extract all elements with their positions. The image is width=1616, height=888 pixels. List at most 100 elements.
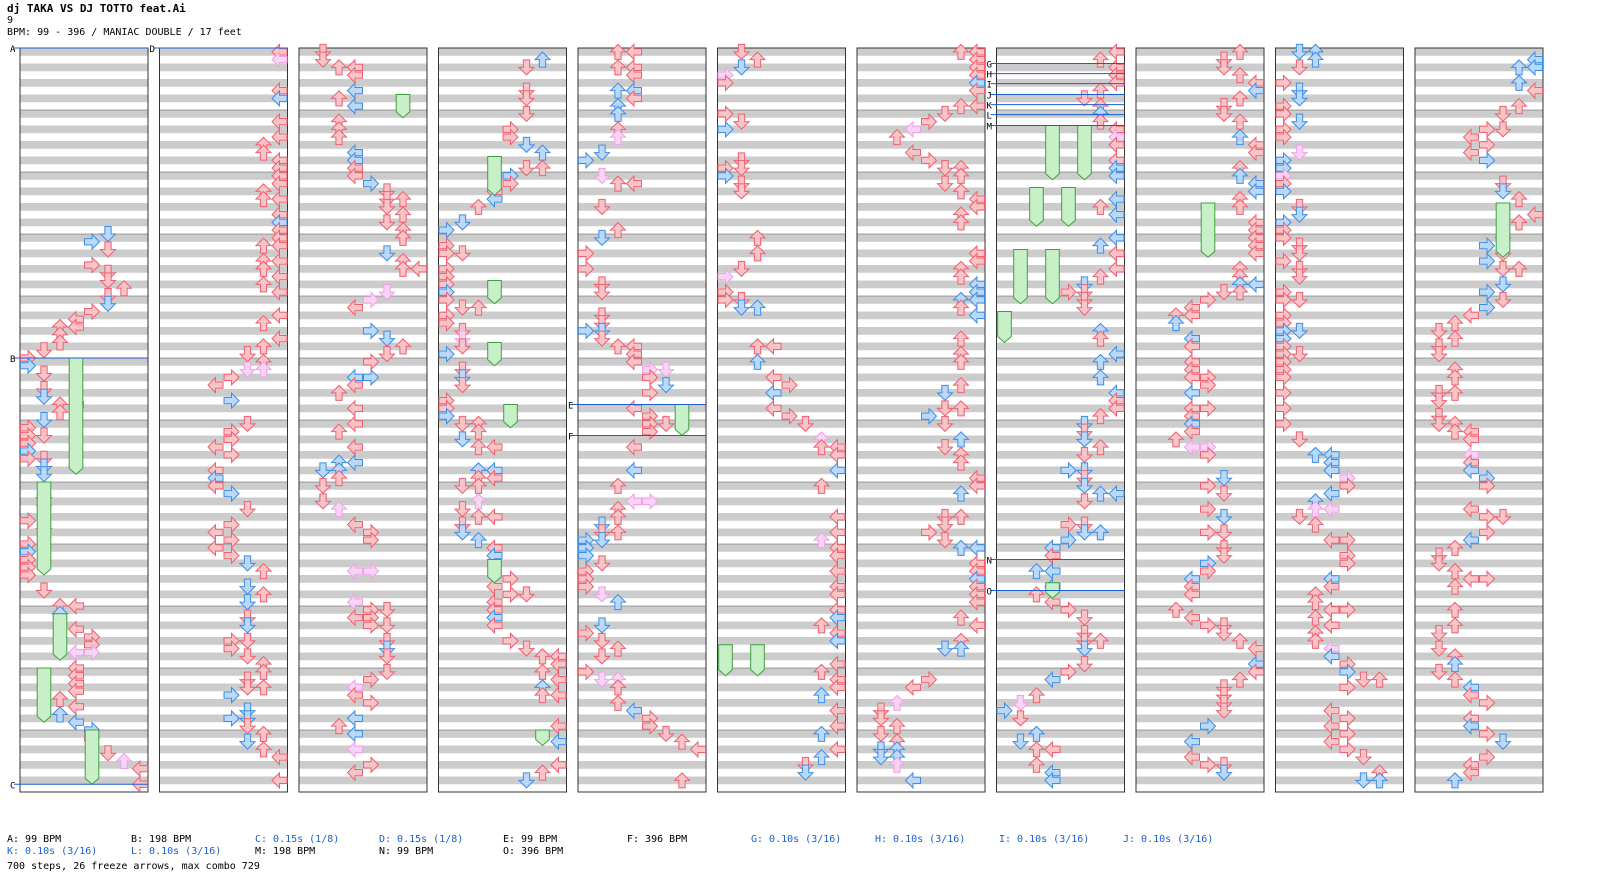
step-arrow bbox=[271, 89, 288, 108]
freeze-arrow bbox=[487, 342, 502, 367]
step-arrow bbox=[67, 597, 84, 615]
legend-entry: M: 198 BPM bbox=[255, 846, 316, 857]
step-arrow bbox=[115, 280, 133, 297]
step-arrow bbox=[1231, 43, 1249, 60]
freeze-arrow bbox=[503, 404, 518, 429]
step-arrow bbox=[223, 686, 240, 704]
step-arrow bbox=[904, 120, 921, 139]
step-arrow bbox=[223, 368, 240, 387]
step-arrow bbox=[1183, 384, 1200, 402]
step-arrow bbox=[1091, 407, 1110, 425]
tempo-marker: M bbox=[987, 123, 1125, 133]
step-arrow bbox=[625, 66, 642, 84]
step-arrow bbox=[1091, 485, 1110, 502]
step-arrow bbox=[812, 531, 831, 549]
step-arrow bbox=[952, 353, 970, 370]
step-arrow bbox=[346, 686, 363, 704]
step-arrow bbox=[238, 501, 257, 518]
step-arrow bbox=[1323, 461, 1340, 480]
step-arrow bbox=[952, 400, 970, 417]
step-arrow bbox=[812, 477, 831, 494]
step-arrow bbox=[732, 59, 751, 76]
step-arrow bbox=[84, 643, 101, 662]
step-arrow bbox=[378, 198, 396, 216]
step-arrow bbox=[271, 306, 288, 325]
step-arrow bbox=[1231, 90, 1249, 107]
step-arrow bbox=[936, 160, 954, 177]
step-arrow bbox=[453, 477, 472, 495]
step-arrow bbox=[1446, 671, 1464, 688]
step-arrow bbox=[346, 453, 363, 472]
step-arrow bbox=[502, 128, 519, 146]
marker-label: M bbox=[987, 123, 993, 133]
chart-column bbox=[159, 47, 288, 793]
step-arrow bbox=[952, 485, 970, 502]
step-arrow bbox=[578, 546, 595, 565]
step-arrow bbox=[765, 384, 782, 402]
step-arrow bbox=[67, 698, 84, 716]
tempo-marker: I bbox=[987, 81, 1125, 91]
step-arrow bbox=[533, 159, 552, 177]
step-arrow bbox=[1430, 555, 1448, 572]
step-arrow bbox=[1526, 58, 1543, 77]
step-arrow bbox=[346, 562, 363, 580]
freeze-arrow bbox=[1029, 187, 1044, 227]
step-arrow bbox=[517, 105, 536, 123]
step-arrow bbox=[1183, 438, 1200, 456]
step-arrow bbox=[625, 353, 642, 371]
step-arrow bbox=[1510, 97, 1528, 115]
step-arrow bbox=[578, 151, 595, 170]
step-arrow bbox=[936, 439, 954, 456]
step-arrow bbox=[51, 404, 69, 421]
step-arrow bbox=[609, 221, 627, 239]
step-arrow bbox=[517, 160, 536, 177]
step-arrow bbox=[330, 423, 348, 440]
step-arrow bbox=[378, 284, 396, 301]
step-arrow bbox=[1215, 524, 1233, 541]
step-arrow bbox=[952, 376, 970, 394]
step-arrow bbox=[254, 276, 273, 293]
legend-entry: K: 0.10s (3/16) bbox=[7, 846, 98, 857]
step-arrow bbox=[1494, 183, 1512, 200]
step-arrow bbox=[1075, 493, 1094, 510]
step-arrow bbox=[593, 532, 611, 549]
step-arrow bbox=[502, 174, 519, 193]
step-arrow bbox=[254, 679, 273, 696]
step-arrow bbox=[67, 713, 84, 731]
step-arrow bbox=[812, 686, 831, 704]
step-arrow bbox=[115, 752, 133, 769]
step-arrow bbox=[717, 167, 734, 185]
step-arrow bbox=[346, 740, 363, 759]
step-arrow bbox=[271, 190, 288, 208]
freeze-arrow bbox=[487, 280, 502, 305]
step-arrow bbox=[1247, 244, 1264, 263]
step-arrow bbox=[1446, 772, 1464, 789]
legend-entry: E: 99 BPM bbox=[503, 834, 558, 845]
step-arrow bbox=[921, 112, 938, 131]
step-arrow bbox=[829, 655, 846, 673]
step-arrow bbox=[1290, 245, 1309, 262]
step-arrow bbox=[1339, 531, 1356, 549]
step-arrow bbox=[378, 601, 396, 619]
step-arrow bbox=[1091, 51, 1110, 68]
step-arrow bbox=[238, 415, 257, 433]
step-arrow bbox=[1091, 237, 1110, 254]
step-arrow bbox=[238, 361, 257, 378]
step-arrow bbox=[952, 454, 970, 471]
step-arrow bbox=[904, 771, 921, 790]
step-arrow bbox=[207, 539, 224, 557]
marker-label: C bbox=[10, 781, 15, 791]
step-arrow bbox=[271, 174, 288, 193]
step-arrow bbox=[1200, 756, 1217, 774]
step-arrow bbox=[1462, 430, 1479, 449]
legend-entry: L: 0.10s (3/16) bbox=[131, 846, 222, 857]
step-arrow bbox=[271, 50, 288, 69]
marker-label: B bbox=[10, 355, 15, 365]
step-arrow bbox=[1108, 399, 1125, 418]
step-arrow bbox=[84, 233, 101, 251]
step-arrow bbox=[968, 477, 985, 495]
step-arrow bbox=[1430, 322, 1448, 340]
step-arrow bbox=[99, 295, 117, 312]
step-arrow bbox=[1510, 214, 1528, 231]
step-arrow bbox=[1510, 190, 1528, 208]
